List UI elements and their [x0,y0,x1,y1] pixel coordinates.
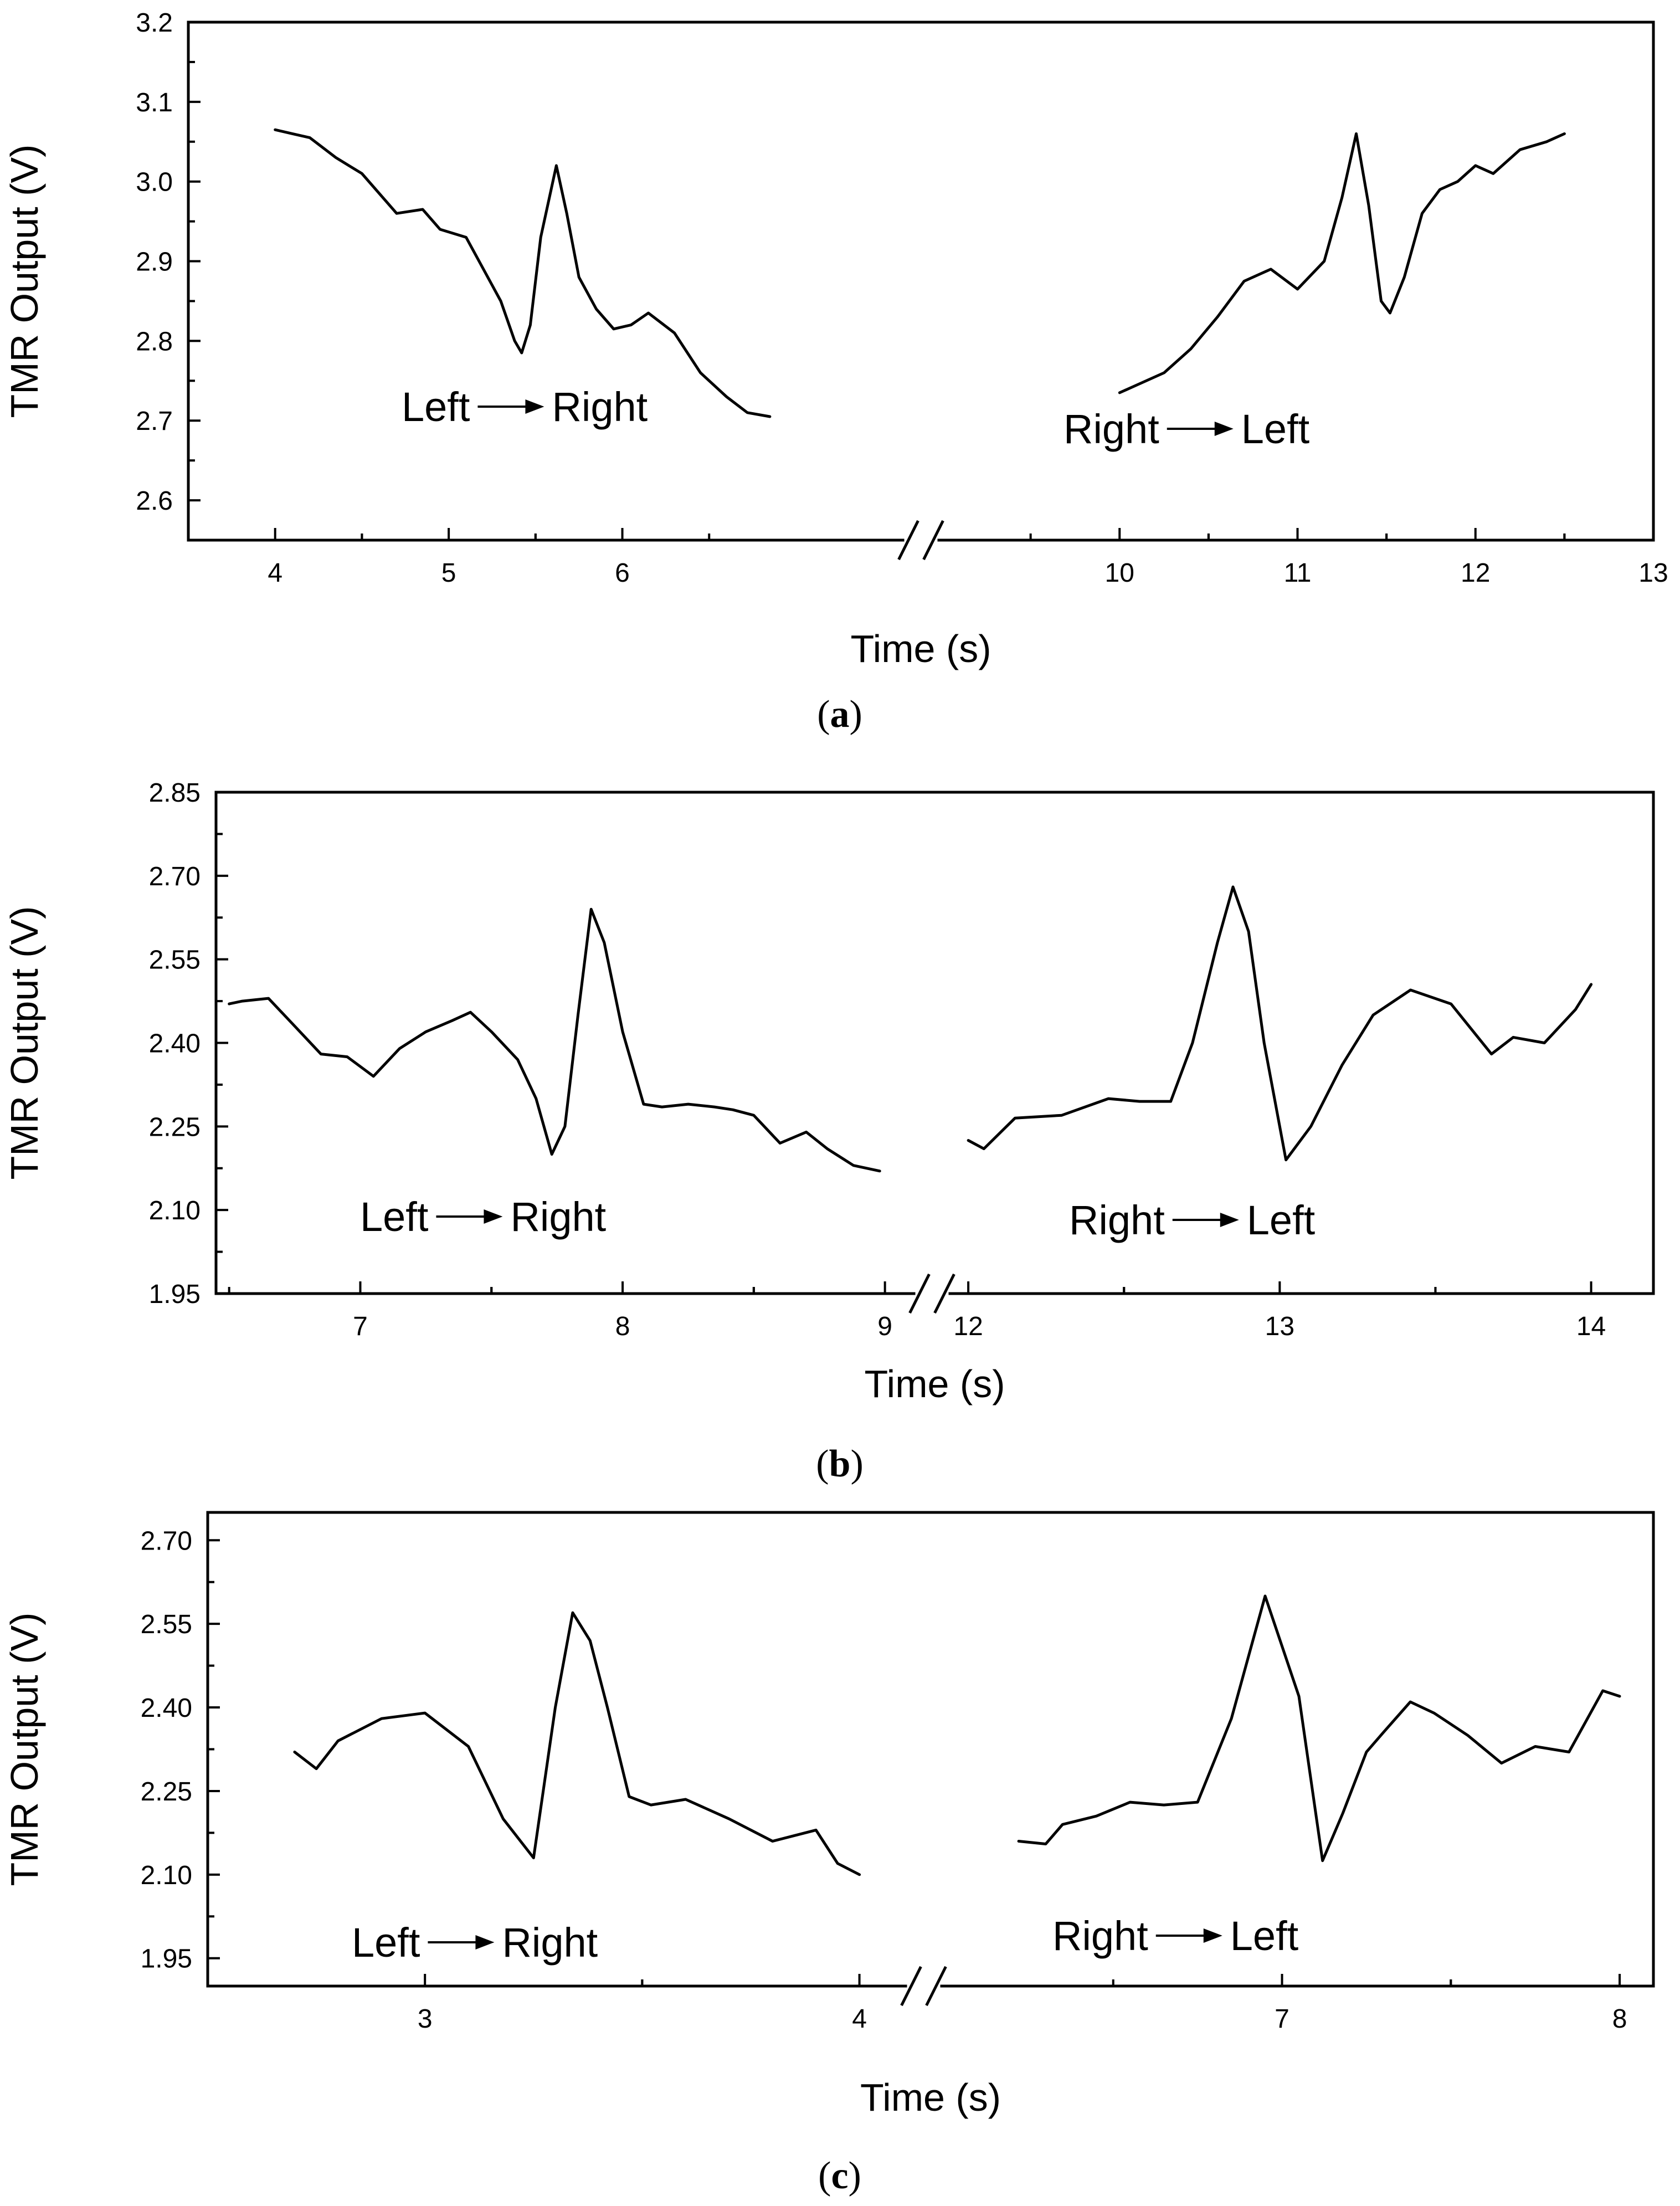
panel-caption: (c) [818,2154,861,2197]
axis-break-mark [925,1966,947,2007]
x-axis-title: Time (s) [850,627,991,670]
x-tick-label: 14 [1576,1312,1606,1341]
panel-caption-letter: b [829,1443,851,1485]
panel-caption: (b) [816,1443,864,1485]
x-tick-label: 6 [615,558,630,588]
y-tick-label: 2.40 [141,1694,192,1723]
y-tick-label: 3.2 [136,8,173,38]
arrow-right-icon [475,1935,495,1950]
annotation-from: Right [1069,1197,1165,1243]
axis-break-mark [933,1273,955,1314]
y-tick-label: 2.55 [141,1610,192,1639]
y-tick-label: 3.1 [136,88,173,117]
chart-panel-a: 2.6 2.7 2.8 2.9 3.0 3.1 3.2 TMR Output (V) 4 5 6 Le… [3,8,1668,736]
annotation-from: Right [1052,1913,1148,1959]
x-axis-title: Time (s) [864,1362,1005,1405]
x-tick-label: 7 [1275,2004,1289,2034]
axis-break-gap [904,536,938,545]
x-axis-title: Time (s) [860,2076,1001,2119]
annotation-to: Left [1241,406,1310,452]
series-line-left-to-right [228,907,881,1173]
arrow-right-icon [525,399,544,414]
panel-caption-letter: c [831,2154,848,2197]
x-tick-label: 4 [852,2004,867,2034]
x-tick-label: 12 [953,1312,983,1341]
axis-break-mark [897,520,919,561]
y-tick-label: 2.10 [141,1861,192,1890]
y-tick-label: 1.95 [149,1280,201,1309]
y-tick-label: 2.9 [136,248,173,277]
series-line-right-to-left [1118,132,1566,394]
axis-break-mark [900,1966,922,2007]
y-tick-label: 2.70 [141,1526,192,1556]
x-tick-label: 3 [418,2004,433,2034]
annotation-to: Right [552,384,648,430]
x-tick-label: 11 [1284,558,1312,588]
panel-caption: (a) [817,693,862,736]
annotation-to: Right [502,1920,598,1966]
series-line-left-to-right [274,128,772,418]
y-tick-label: 2.8 [136,327,173,356]
series-line-left-to-right [293,1611,861,1876]
arrow-right-icon [1203,1928,1222,1943]
y-tick-label: 2.70 [149,862,201,891]
axis-break-gap [915,1289,949,1298]
y-tick-label: 2.6 [136,486,173,516]
x-tick-label: 9 [877,1312,892,1341]
y-axis-title: TMR Output (V) [3,906,46,1180]
chart-panel-c: 1.95 2.10 2.25 2.40 2.55 2.70 TMR Output (V) 3 4… [3,1511,1655,2197]
series-line-right-to-left [967,885,1593,1162]
y-axis-title: TMR Output (V) [3,145,46,418]
annotation-from: Left [360,1194,429,1240]
y-tick-label: 2.7 [136,407,173,436]
y-axis-title: TMR Output (V) [3,1613,46,1886]
arrow-right-icon [1220,1213,1239,1227]
x-tick-label: 12 [1461,558,1490,588]
axis-break-mark [908,1273,931,1314]
x-tick-label: 10 [1105,558,1134,588]
plot-frame [214,791,1655,1295]
y-tick-label: 2.25 [149,1112,201,1142]
axis-break-mark [922,520,944,561]
y-tick-label: 2.55 [149,946,201,975]
y-tick-label: 3.0 [136,168,173,197]
arrow-right-icon [1214,422,1234,436]
x-tick-label: 8 [615,1312,630,1341]
x-tick-label: 7 [353,1312,368,1341]
axis-break-gap [907,1982,941,1990]
annotation-to: Left [1230,1913,1299,1959]
plot-frame [187,20,1655,542]
chart-panel-b: 1.95 2.10 2.25 2.40 2.55 2.70 2.85 TMR Output (… [3,778,1655,1485]
x-tick-label: 5 [441,558,456,588]
x-tick-label: 13 [1265,1312,1294,1341]
y-tick-label: 1.95 [141,1945,192,1974]
y-tick-label: 2.25 [141,1777,192,1807]
annotation-to: Left [1247,1197,1316,1243]
annotation-from: Right [1064,406,1159,452]
annotation-to: Right [510,1194,606,1240]
x-tick-label: 4 [268,558,282,588]
x-tick-label: 8 [1612,2004,1627,2034]
y-tick-label: 2.85 [149,778,201,808]
annotation-from: Left [402,384,470,430]
y-tick-label: 2.40 [149,1029,201,1059]
series-line-right-to-left [1017,1594,1621,1863]
annotation-from: Left [352,1920,420,1966]
panel-caption-letter: a [830,693,850,736]
arrow-right-icon [484,1209,503,1224]
x-tick-label: 13 [1638,558,1668,588]
plot-frame [206,1511,1655,1988]
y-tick-label: 2.10 [149,1196,201,1225]
